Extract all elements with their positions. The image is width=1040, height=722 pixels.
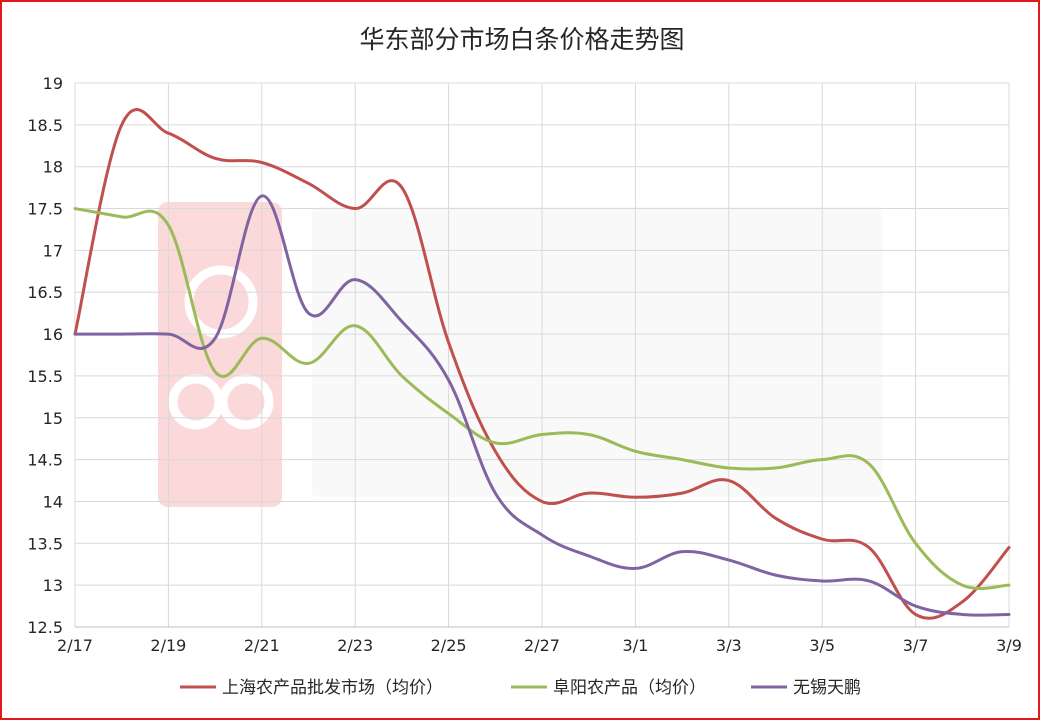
y-tick-label: 17.5 — [27, 200, 63, 219]
y-tick-label: 18 — [43, 158, 63, 177]
x-tick-label: 2/19 — [150, 636, 186, 655]
chart-title: 华东部分市场白条价格走势图 — [359, 25, 684, 54]
legend-label-2: 无锡天鹏 — [793, 678, 861, 698]
watermark-logo — [158, 202, 882, 507]
y-tick-label: 12.5 — [27, 618, 63, 637]
legend-label-1: 阜阳农产品（均价） — [553, 678, 706, 698]
x-tick-label: 3/9 — [996, 636, 1022, 655]
legend: 上海农产品批发市场（均价） 阜阳农产品（均价） 无锡天鹏 — [180, 678, 861, 698]
y-tick-label: 19 — [43, 74, 63, 93]
y-tick-label: 16 — [43, 325, 63, 344]
y-tick-label: 14 — [43, 492, 63, 511]
series-line-2 — [73, 194, 1011, 617]
x-tick-label: 2/23 — [337, 636, 373, 655]
y-tick-label: 15.5 — [27, 367, 63, 386]
x-axis: 2/17 2/19 2/21 2/23 2/25 2/27 3/1 3/3 3/5 3/7 3/9 — [57, 626, 1022, 655]
y-tick-label: 17 — [43, 241, 63, 260]
y-tick-label: 14.5 — [27, 451, 63, 470]
x-tick-label: 3/5 — [809, 636, 835, 655]
series-line-1 — [73, 207, 1011, 590]
x-tick-label: 3/3 — [716, 636, 742, 655]
series-line-0 — [73, 108, 1011, 620]
x-tick-label: 2/27 — [524, 636, 560, 655]
x-tick-label: 3/1 — [623, 636, 649, 655]
x-tick-label: 2/17 — [57, 636, 93, 655]
y-tick-label: 16.5 — [27, 283, 63, 302]
y-tick-label: 13.5 — [27, 534, 63, 553]
x-tick-label: 2/25 — [431, 636, 467, 655]
series-lines — [73, 108, 1011, 620]
x-tick-label: 3/7 — [903, 636, 929, 655]
y-tick-label: 18.5 — [27, 116, 63, 135]
legend-label-0: 上海农产品批发市场（均价） — [222, 678, 443, 698]
x-tick-label: 2/21 — [244, 636, 280, 655]
grid-lines — [74, 82, 1010, 628]
y-axis: 12.5 13 13.5 14 14.5 15 15.5 16 16.5 17 17.5 18 18.5… — [27, 74, 63, 637]
y-tick-label: 15 — [43, 409, 63, 428]
y-tick-label: 13 — [43, 576, 63, 595]
